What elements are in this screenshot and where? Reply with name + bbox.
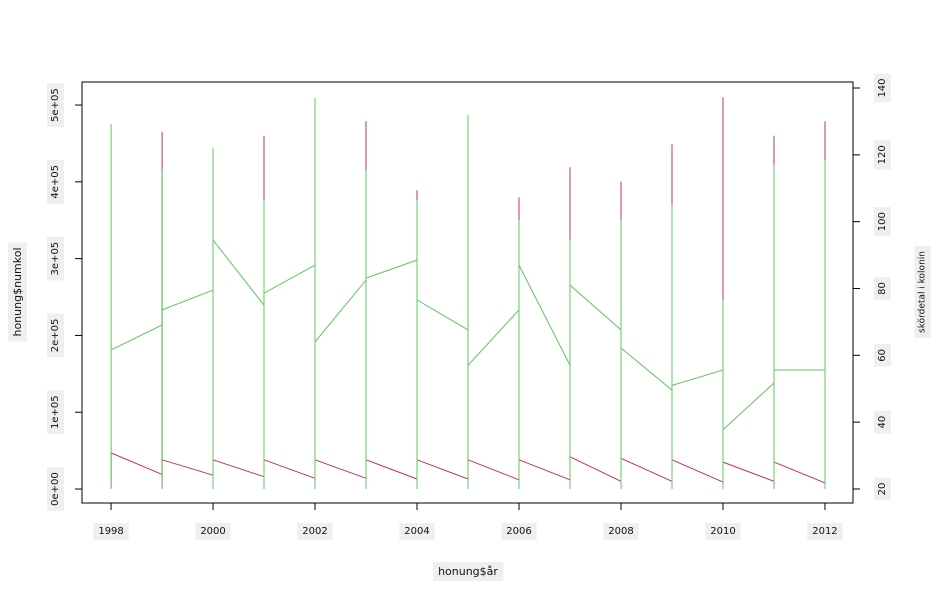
plot-frame [81,81,854,504]
x-tick-label: 2004 [404,526,429,537]
y-tick-label: 3e+05 [50,242,61,276]
x-tick-label: 2000 [200,526,225,537]
y-tick-label: 0e+00 [50,472,61,506]
y-tick-label: 1e+05 [50,395,61,429]
y-axis-label: honung$numkol [11,247,24,336]
y2-tick-label: 40 [877,416,888,429]
x-tick-label: 2012 [812,526,837,537]
y2-tick-label: 60 [877,349,888,362]
y2-axis-label: skördetal i kolonin [918,251,928,333]
label-background [501,523,537,540]
x-tick-label: 2010 [710,526,735,537]
label-background [47,313,64,358]
label-background [297,523,333,540]
label-background [914,246,931,338]
y-tick-label: 5e+05 [50,88,61,122]
label-background [874,277,891,300]
label-background [93,523,129,540]
y2-tick-label: 140 [877,78,888,97]
label-background [807,523,843,540]
label-background [874,140,891,170]
x-axis-label: honung$år [438,565,498,578]
label-background [705,523,741,540]
label-background [874,477,891,501]
y2-tick-label: 80 [877,282,888,295]
label-background [874,343,891,367]
y-tick-label: 2e+05 [50,319,61,353]
x-tick-label: 1998 [98,526,123,537]
x-tick-label: 2008 [608,526,633,537]
series-line [110,98,826,489]
label-background [874,207,891,237]
label-background [47,160,64,204]
y2-tick-label: 120 [877,145,888,164]
label-background [433,562,504,581]
y-tick-label: 4e+05 [50,165,61,199]
label-background [8,242,27,342]
label-background [47,467,64,511]
label-background [874,410,891,434]
label-background [47,83,64,127]
y2-tick-label: 100 [877,212,888,231]
label-background [603,523,639,540]
x-tick-label: 2002 [302,526,327,537]
label-background [195,523,231,540]
label-background [47,236,64,281]
label-background [874,73,891,103]
label-background [399,523,435,540]
label-background [47,390,64,435]
x-tick-label: 2006 [506,526,531,537]
y2-tick-label: 20 [877,483,888,496]
